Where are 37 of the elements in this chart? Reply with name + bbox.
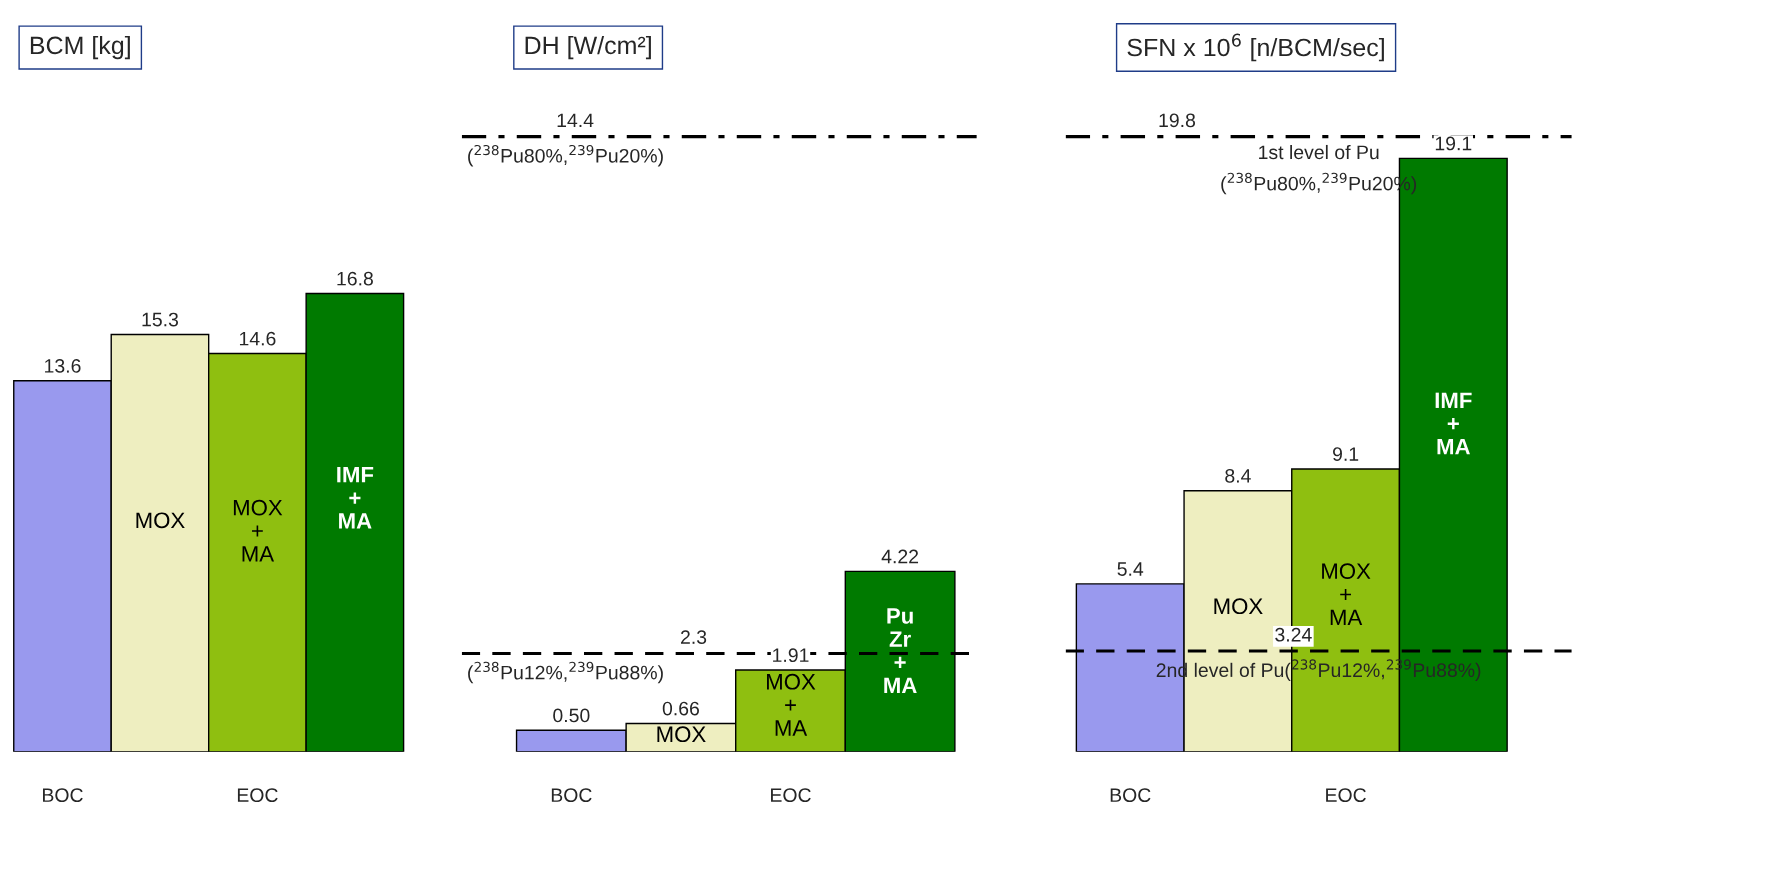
series-label: MOX bbox=[136, 512, 185, 529]
series-label: IMF + MA bbox=[1435, 392, 1472, 455]
chart-title: DH [W/cm²] bbox=[525, 35, 651, 60]
data-label: 19.1 bbox=[1435, 136, 1472, 151]
data-label: 15.3 bbox=[142, 312, 179, 327]
data-label: 0.50 bbox=[553, 708, 590, 723]
data-label: 5.4 bbox=[1117, 562, 1144, 576]
series-label: MOX + MA bbox=[767, 673, 816, 736]
annotation: 1st level of Pu bbox=[1259, 144, 1379, 160]
series-label: Pu Zr + MA bbox=[884, 608, 917, 693]
series-label: MOX bbox=[1214, 598, 1263, 615]
data-label: 1.91 bbox=[773, 648, 809, 663]
ref-line-label: 2.3 bbox=[680, 630, 707, 645]
series-label: MOX + MA bbox=[233, 499, 283, 562]
x-tick-label: EOC bbox=[1326, 788, 1366, 803]
x-tick-label: BOC bbox=[551, 788, 592, 803]
ref-line-label: 19.8 bbox=[1159, 113, 1196, 128]
annotation: ($^{238}$Pu80%,$^{239}$Pu20%) bbox=[468, 144, 663, 167]
annotation: ($^{238}$Pu12%,$^{239}$Pu88%) bbox=[468, 661, 663, 684]
data-label: 14.6 bbox=[239, 331, 276, 346]
data-label: 0.66 bbox=[662, 701, 699, 716]
data-label: 8.4 bbox=[1225, 468, 1251, 483]
data-label: 9.1 bbox=[1333, 447, 1359, 461]
ref-line-label: 3.24 bbox=[1275, 627, 1312, 642]
series-label: IMF + MA bbox=[337, 467, 374, 529]
x-tick-label: EOC bbox=[237, 788, 278, 803]
x-tick-label: BOC bbox=[43, 788, 83, 803]
data-label: 4.22 bbox=[881, 549, 919, 564]
x-tick-label: EOC bbox=[771, 788, 811, 803]
series-label: MOX bbox=[657, 726, 706, 743]
chart-title: BCM [kg] bbox=[30, 35, 130, 60]
series-label: MOX + MA bbox=[1322, 563, 1371, 626]
data-label: 16.8 bbox=[337, 271, 373, 286]
chart-title: SFN x 10$^{6}$ [n/BCM/sec] bbox=[1127, 33, 1384, 62]
ref-line-label: 14.4 bbox=[557, 113, 594, 128]
x-tick-label: BOC bbox=[1110, 788, 1151, 803]
data-label: 13.6 bbox=[45, 359, 81, 373]
